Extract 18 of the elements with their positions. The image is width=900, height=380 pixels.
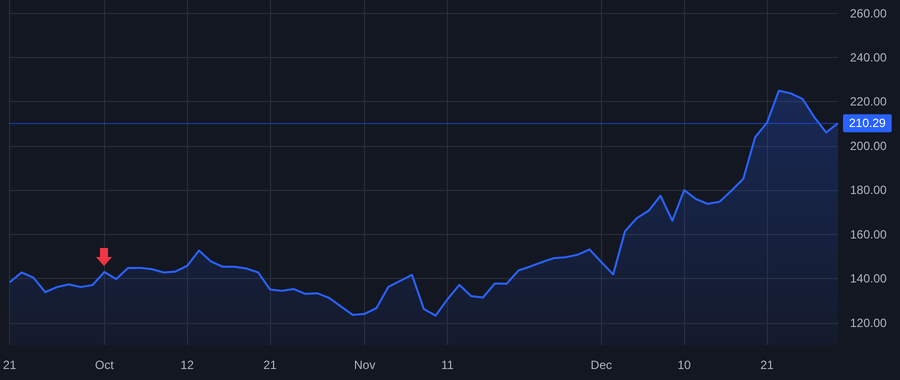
ref-line-label: 210.29 <box>849 116 886 130</box>
x-tick-label: 12 <box>180 358 194 372</box>
x-tick-label: 10 <box>677 358 692 372</box>
x-tick-label: Nov <box>354 358 376 372</box>
y-tick-label: 160.00 <box>850 227 888 242</box>
y-tick-label: 260.00 <box>850 6 888 20</box>
y-tick-label: 200.00 <box>850 138 888 153</box>
y-tick-label: 220.00 <box>850 94 888 109</box>
x-tick-label: 21 <box>263 358 277 372</box>
x-tick-label: 21 <box>2 358 17 372</box>
y-tick-label: 120.00 <box>850 316 888 330</box>
x-tick-label: Oct <box>95 358 114 372</box>
x-tick-label: 11 <box>441 358 454 372</box>
x-tick-label: Dec <box>590 358 612 372</box>
y-tick-label: 180.00 <box>850 183 888 198</box>
x-tick-label: 21 <box>760 358 774 372</box>
y-tick-label: 140.00 <box>850 272 888 286</box>
y-tick-label: 240.00 <box>850 50 888 64</box>
